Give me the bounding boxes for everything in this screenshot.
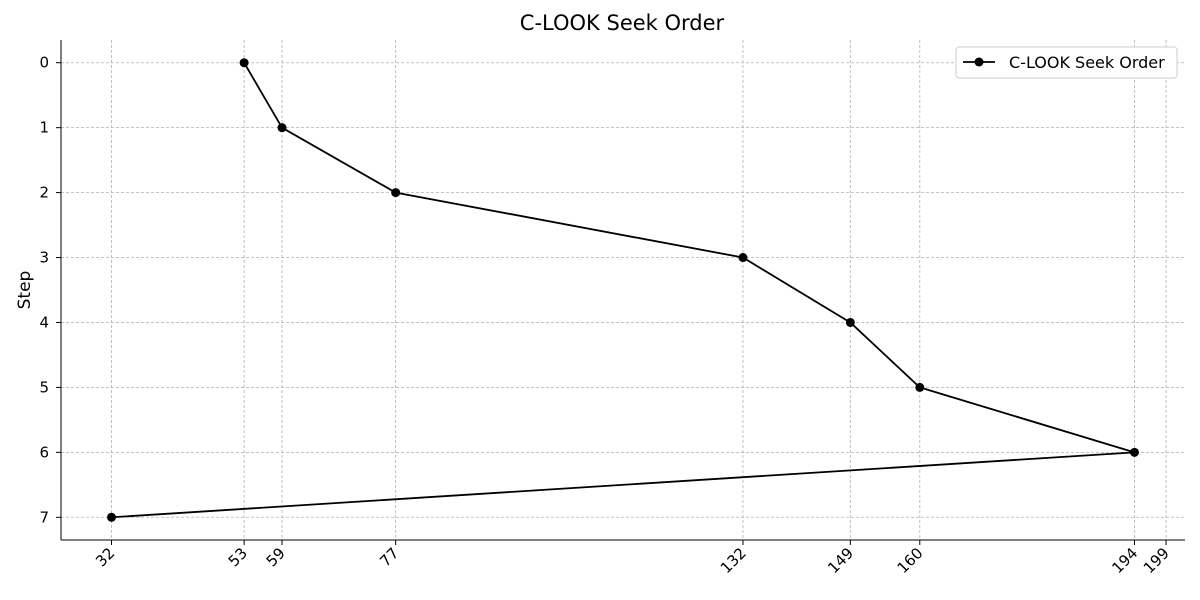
- legend: C-LOOK Seek Order: [955, 46, 1178, 79]
- y-tick-label: 4: [39, 313, 49, 331]
- legend-label: C-LOOK Seek Order: [1009, 53, 1165, 72]
- data-point: [391, 188, 401, 198]
- x-tick-label: 77: [376, 544, 402, 570]
- x-tick-label: 160: [894, 544, 927, 577]
- x-tick-label: 149: [824, 544, 857, 577]
- y-axis-label: Step: [15, 271, 35, 310]
- grid: [61, 40, 1185, 540]
- y-tick-label: 7: [39, 508, 49, 526]
- data-point: [738, 253, 748, 263]
- data-point: [1129, 447, 1139, 457]
- data-point: [277, 123, 287, 133]
- y-tick-label: 0: [39, 54, 49, 72]
- y-tick-label: 1: [39, 119, 49, 137]
- axes: [60, 40, 1185, 541]
- y-tick-label: 6: [39, 443, 49, 461]
- data-point: [845, 317, 855, 327]
- x-tick-label: 132: [717, 544, 750, 577]
- chart-title: C-LOOK Seek Order: [520, 11, 725, 35]
- data-point: [107, 512, 117, 522]
- y-tick-label: 3: [39, 249, 49, 267]
- y-tick-label: 5: [39, 378, 49, 396]
- x-tick-label: 59: [263, 544, 289, 570]
- x-tick-label: 199: [1140, 544, 1173, 577]
- series-line: [111, 62, 1136, 519]
- legend-box: [955, 46, 1178, 79]
- series: [107, 58, 1139, 522]
- legend-marker: [974, 57, 984, 67]
- x-tick-label: 32: [92, 544, 118, 570]
- y-tick-label: 2: [39, 184, 49, 202]
- data-point: [239, 58, 249, 68]
- y-axis-ticks: 0 1 2 3 4 5 6 7: [39, 54, 61, 526]
- x-tick-label: 194: [1108, 544, 1141, 577]
- data-point: [915, 382, 925, 392]
- x-tick-label: 53: [225, 544, 251, 570]
